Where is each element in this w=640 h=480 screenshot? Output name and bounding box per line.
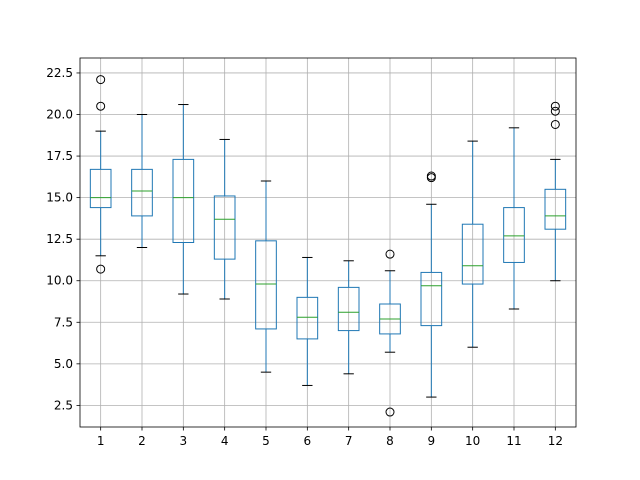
x-tick-label: 12 [548,434,563,448]
x-tick-label: 7 [345,434,353,448]
box-iqr [172,158,195,243]
box-iqr [255,240,277,330]
box-2 [131,114,153,248]
x-tick-label: 3 [180,434,188,448]
box-iqr [503,207,525,263]
x-tick-label: 11 [506,434,521,448]
x-tick-label: 6 [304,434,312,448]
axes-frame [79,57,577,428]
outlier-point [426,171,436,181]
outlier-point [550,119,560,129]
outlier-point [385,249,395,259]
box-11 [503,127,525,310]
box-iqr [544,188,567,230]
x-tick-label: 5 [262,434,270,448]
box-iqr [420,271,443,327]
x-tick-label: 1 [97,434,105,448]
box-9 [420,171,443,398]
box-4 [213,138,236,300]
box-iqr [337,286,360,332]
outlier-point [96,264,106,274]
x-tick-label: 4 [221,434,229,448]
box-5 [255,180,277,373]
outlier-point [550,101,560,111]
outlier-point [96,75,106,85]
box-6 [296,256,319,386]
y-tick-label: 12.5 [46,232,73,246]
box-12 [544,101,567,282]
x-tick-label: 9 [428,434,436,448]
plot-area [80,58,576,427]
x-tick-label: 8 [386,434,394,448]
y-tick-label: 22.5 [46,66,73,80]
y-tick-label: 7.5 [54,315,73,329]
y-tick-label: 10.0 [46,274,73,288]
box-10 [461,140,484,348]
box-3 [172,104,195,295]
y-tick-label: 17.5 [46,149,73,163]
box-iqr [131,168,153,217]
box-8 [379,249,401,417]
y-tick-label: 15.0 [46,191,73,205]
box-iqr [213,195,236,260]
box-iqr [296,296,319,340]
box-iqr [461,223,484,285]
box-iqr [89,168,112,209]
x-tick-label: 2 [138,434,146,448]
outlier-point [385,407,395,417]
y-tick-label: 5.0 [54,357,73,371]
box-7 [337,260,360,375]
box-1 [89,75,112,274]
outlier-point [550,106,560,116]
x-tick-label: 10 [465,434,480,448]
axis-ticks: 1 2 3 4 5 6 7 8 9 10 11 122.55.07.510.012.515.017.5… [46,66,563,448]
box-series [89,75,567,417]
y-tick-label: 20.0 [46,108,73,122]
outlier-point [96,101,106,111]
y-tick-label: 2.5 [54,398,73,412]
